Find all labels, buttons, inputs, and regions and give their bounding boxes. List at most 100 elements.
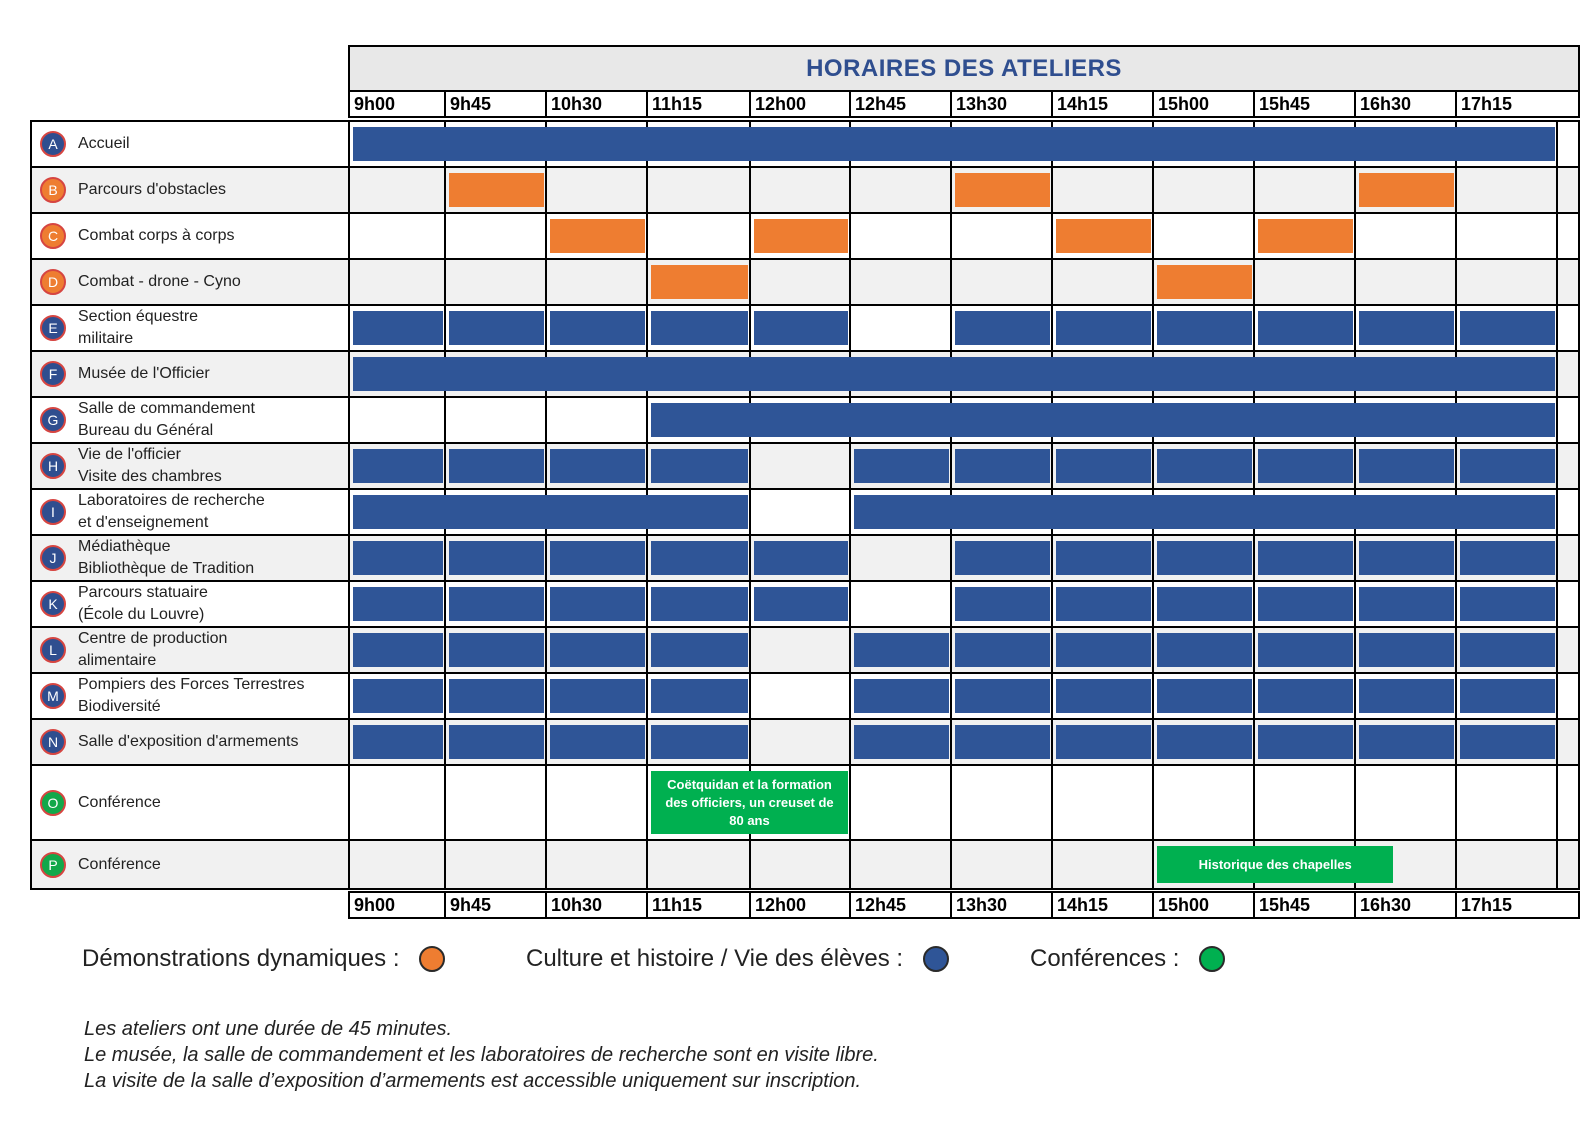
time-slot-cell [1053, 168, 1154, 212]
time-slot-cell [851, 720, 952, 764]
activity-block [1258, 587, 1353, 621]
schedule-row: L Centre de production alimentaire [32, 628, 1578, 674]
row-label-text: Vie de l'officier Visite des chambres [78, 444, 222, 488]
legend-label: Culture et histoire / Vie des élèves : [526, 945, 904, 972]
time-slot-cell [952, 214, 1053, 258]
time-slot-cell [547, 168, 648, 212]
time-cell: 9h00 [350, 92, 446, 116]
row-slots [350, 444, 1578, 488]
time-slot-cell [751, 582, 851, 626]
time-slot-cell [446, 260, 547, 304]
activity-block [854, 679, 949, 713]
time-slot-cell [350, 582, 446, 626]
note-line: Les ateliers ont une durée de 45 minutes… [84, 1018, 453, 1040]
activity-block [651, 541, 748, 575]
activity-block [955, 587, 1050, 621]
row-slots [350, 490, 1578, 534]
row-label-line: Conférence [78, 855, 161, 873]
activity-block [651, 449, 748, 483]
time-slot-cell [1356, 168, 1457, 212]
orange-dot-icon [419, 946, 446, 972]
activity-block [1258, 541, 1353, 575]
time-cell: 17h15 [1461, 895, 1513, 915]
blue-dot-icon [923, 946, 950, 972]
schedule-row: N Salle d'exposition d'armements [32, 720, 1578, 766]
time-slot-cell [952, 628, 1053, 672]
note-line: La visite de la salle d’exposition d’arm… [84, 1070, 862, 1092]
activity-block [550, 449, 645, 483]
time-slot-cell [751, 168, 851, 212]
time-slot-cell [1457, 628, 1558, 672]
row-slots: Historique des chapelles [350, 841, 1578, 888]
time-slot-cell [1053, 766, 1154, 839]
row-label: E Section équestre militaire [32, 306, 350, 350]
time-slot-cell [851, 260, 952, 304]
time-slot-cell [1053, 214, 1154, 258]
time-slot-cell [1154, 168, 1255, 212]
activity-block [353, 127, 1555, 161]
time-slot-cell [648, 490, 751, 534]
time-slot-cell [1457, 306, 1558, 350]
row-label: H Vie de l'officier Visite des chambres [32, 444, 350, 488]
row-label: C Combat corps à corps [32, 214, 350, 258]
schedule-row: E Section équestre militaire [32, 306, 1578, 352]
time-slot-cell [648, 582, 751, 626]
activity-block [1157, 265, 1252, 299]
time-cell: 17h15 [1461, 94, 1513, 114]
activity-block [1056, 219, 1151, 253]
time-slot-cell [952, 444, 1053, 488]
row-letter-badge: F [40, 361, 66, 387]
time-slot-cell [547, 214, 648, 258]
activity-block [1460, 633, 1555, 667]
activity-block [550, 633, 645, 667]
activity-block [449, 449, 544, 483]
row-letter-badge: G [40, 407, 66, 433]
time-slot-cell [547, 260, 648, 304]
time-slot-cell [952, 582, 1053, 626]
activity-block [1359, 173, 1454, 207]
row-label: P Conférence [32, 841, 350, 888]
activity-block [1157, 587, 1252, 621]
time-slot-cell [648, 841, 751, 888]
row-letter-badge: L [40, 637, 66, 663]
activity-block [1359, 725, 1454, 759]
activity-block [1258, 219, 1353, 253]
time-slot-cell [648, 168, 751, 212]
activity-block [651, 265, 748, 299]
time-slot-cell [648, 444, 751, 488]
activity-block [1157, 679, 1252, 713]
time-slot-cell [1255, 260, 1356, 304]
activity-block [955, 725, 1050, 759]
time-slot-cell [350, 398, 446, 442]
time-slot-cell [952, 674, 1053, 718]
time-slot-cell [751, 628, 851, 672]
time-cell: 13h30 [952, 92, 1053, 116]
activity-block [1258, 725, 1353, 759]
time-slot-cell [648, 306, 751, 350]
time-slot-cell [547, 444, 648, 488]
time-cell: 11h15 [648, 893, 751, 917]
row-label-text: Combat - drone - Cyno [78, 271, 241, 293]
time-slot-cell [648, 536, 751, 580]
schedule-row: K Parcours statuaire (École du Louvre) [32, 582, 1578, 628]
time-slot-cell [648, 674, 751, 718]
row-letter-badge: D [40, 269, 66, 295]
time-slot-cell [350, 628, 446, 672]
row-slots [350, 536, 1578, 580]
activity-block [754, 311, 848, 345]
row-letter-badge: I [40, 499, 66, 525]
conference-block: Historique des chapelles [1157, 846, 1394, 883]
time-cell: 16h30 [1356, 92, 1457, 116]
activity-block [1460, 679, 1555, 713]
activity-block [1460, 541, 1555, 575]
time-slot-cell [350, 536, 446, 580]
schedule-row: G Salle de commandement Bureau du Général [32, 398, 1578, 444]
time-slot-cell [1457, 766, 1558, 839]
row-slots [350, 398, 1578, 442]
legend-label: Démonstrations dynamiques : [82, 945, 400, 972]
time-slot-cell [446, 306, 547, 350]
activity-block [651, 725, 748, 759]
time-slot-cell [350, 214, 446, 258]
time-slot-cell [648, 214, 751, 258]
row-label-line: Salle de commandement [78, 400, 255, 417]
